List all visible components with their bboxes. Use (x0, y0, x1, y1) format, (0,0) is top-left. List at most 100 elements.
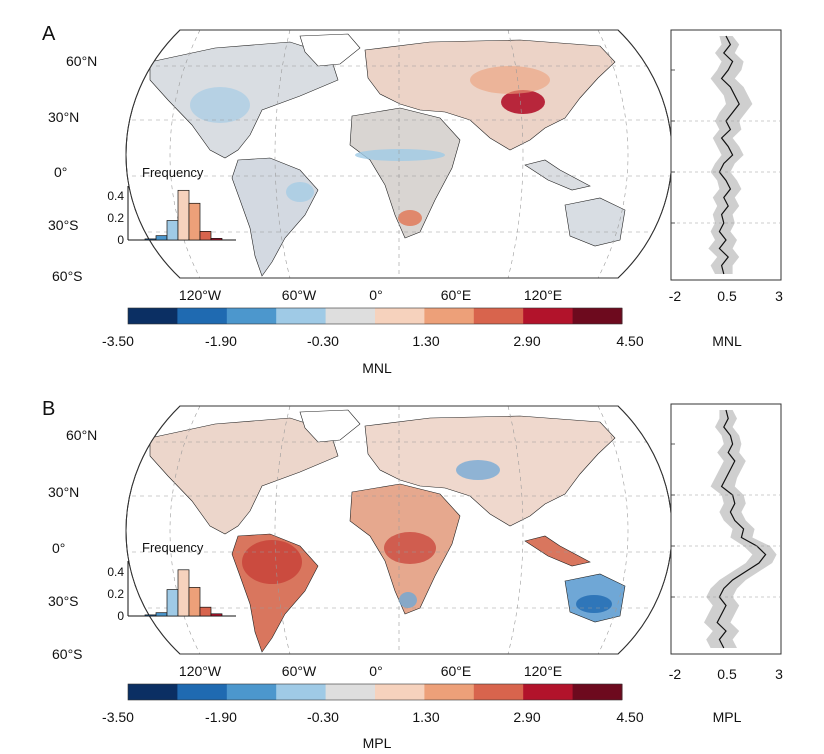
colorbar-swatch (177, 684, 228, 700)
colorbar-tick: -0.30 (307, 709, 339, 725)
map-border (125, 405, 673, 655)
profile-xtick: 3 (775, 288, 783, 304)
colorbar-swatch (325, 308, 376, 324)
hotspot-tibet (501, 90, 545, 114)
profile-uncertainty-band (708, 36, 753, 274)
lat-label: 60°N (66, 427, 97, 443)
colorbar-tick: 4.50 (616, 333, 643, 349)
colorbar-swatch (128, 308, 178, 324)
colorbar-tick: 2.90 (513, 333, 540, 349)
profile-xtick: 3 (775, 666, 783, 682)
histogram-bar (155, 612, 168, 617)
histogram-bar (210, 613, 223, 617)
hotspot-central-asia (470, 66, 550, 94)
profile-xtick: 0.5 (717, 288, 737, 304)
colorbar-frame (127, 307, 623, 325)
coldspot-central-asia (456, 460, 500, 480)
map-land (126, 30, 672, 278)
colorbar-tick: -3.50 (102, 333, 134, 349)
map-land (126, 406, 672, 654)
histogram-bar (188, 202, 201, 241)
profile-xtick: -2 (669, 666, 682, 682)
colorbar-tick: 4.50 (616, 709, 643, 725)
map-b: 60°N 30°N 0° 30°S 60°S 120°W 60°W 0° 60°… (48, 405, 673, 679)
landmass-australia (564, 197, 626, 247)
histogram-bar (188, 587, 201, 617)
landmass-greenland (299, 33, 361, 67)
histogram-title: Frequency (142, 540, 204, 555)
zonal-profile-b: -2 0.5 3 MPL (669, 403, 783, 725)
inset-histogram-b: Frequency 0.4 0.2 0 (107, 540, 236, 623)
hotspot-congo (384, 532, 436, 564)
landmass-greenland (299, 409, 361, 443)
colorbar-tick: 1.30 (412, 333, 439, 349)
lat-label: 0° (52, 540, 65, 556)
lat-label: 30°S (48, 217, 79, 233)
colorbar-swatch (276, 308, 327, 324)
histogram-bar (199, 606, 212, 617)
landmass-eurasia (364, 39, 616, 151)
colorbar-swatch (523, 308, 574, 324)
colorbar-swatch (424, 308, 475, 324)
histogram-ytick: 0 (117, 233, 124, 247)
lon-label: 0° (369, 663, 382, 679)
histogram-ytick: 0.4 (107, 189, 124, 203)
panel-b: B (42, 398, 783, 751)
lon-label: 60°W (282, 663, 317, 679)
colorbar-swatch (523, 684, 574, 700)
histogram-bar (177, 189, 190, 241)
landmass-se-asia (524, 159, 591, 191)
coldspot-north-america (190, 87, 250, 123)
coldspot-tropics (355, 149, 445, 161)
histogram-ytick: 0.2 (107, 587, 124, 601)
landmass-se-asia (524, 535, 591, 567)
lon-label: 60°E (441, 663, 472, 679)
colorbar-swatch (375, 684, 425, 700)
coldspot-south-africa (399, 592, 417, 608)
colorbar-swatch (572, 684, 623, 700)
profile-plot (671, 35, 781, 275)
histogram-bar (155, 235, 168, 241)
histogram-ytick: 0 (117, 609, 124, 623)
profile-xlabel: MNL (712, 333, 742, 349)
histogram-bar (144, 614, 157, 617)
profile-xlabel: MPL (713, 709, 742, 725)
colorbar-swatch (473, 308, 524, 324)
lat-label: 30°N (48, 484, 79, 500)
lat-label: 30°N (48, 109, 79, 125)
lon-label: 120°W (179, 663, 222, 679)
colorbar-swatch (375, 308, 425, 324)
histogram-bar (199, 231, 212, 241)
lat-label: 60°S (52, 646, 83, 662)
colorbar-tick: -0.30 (307, 333, 339, 349)
map-a: 60°N 30°N 0° 30°S 60°S 120°W 60°W 0° 60°… (48, 29, 673, 303)
lat-label: 0° (54, 164, 67, 180)
histogram-bars (144, 189, 223, 241)
histogram-bar (166, 589, 179, 617)
profile-plot (671, 409, 781, 649)
colorbar-label: MNL (362, 360, 392, 376)
histogram-title: Frequency (142, 165, 204, 180)
colorbar-a: -3.50 -1.90 -0.30 1.30 2.90 4.50 MNL (102, 307, 644, 376)
colorbar-tick: -1.90 (205, 333, 237, 349)
profile-mean-line (718, 35, 740, 275)
profile-xtick: -2 (669, 288, 682, 304)
panel-letter: A (42, 23, 56, 45)
histogram-ytick: 0.2 (107, 211, 124, 225)
colorbar-tick: 1.30 (412, 709, 439, 725)
zonal-profile-a: -2 0.5 3 MNL (669, 29, 783, 349)
colorbar-tick: -1.90 (205, 709, 237, 725)
profile-xtick: 0.5 (717, 666, 737, 682)
map-border (125, 29, 673, 279)
colorbar-swatch (226, 308, 277, 324)
panel-a: A (42, 23, 783, 376)
histogram-ytick: 0.4 (107, 565, 124, 579)
hotspot-south-africa (398, 210, 422, 226)
lat-label: 30°S (48, 593, 79, 609)
colorbar-swatch (572, 308, 623, 324)
lat-label: 60°N (66, 53, 97, 69)
coldspot-australia (576, 595, 612, 613)
profile-mean-line (716, 409, 767, 649)
colorbar-swatch (128, 684, 178, 700)
